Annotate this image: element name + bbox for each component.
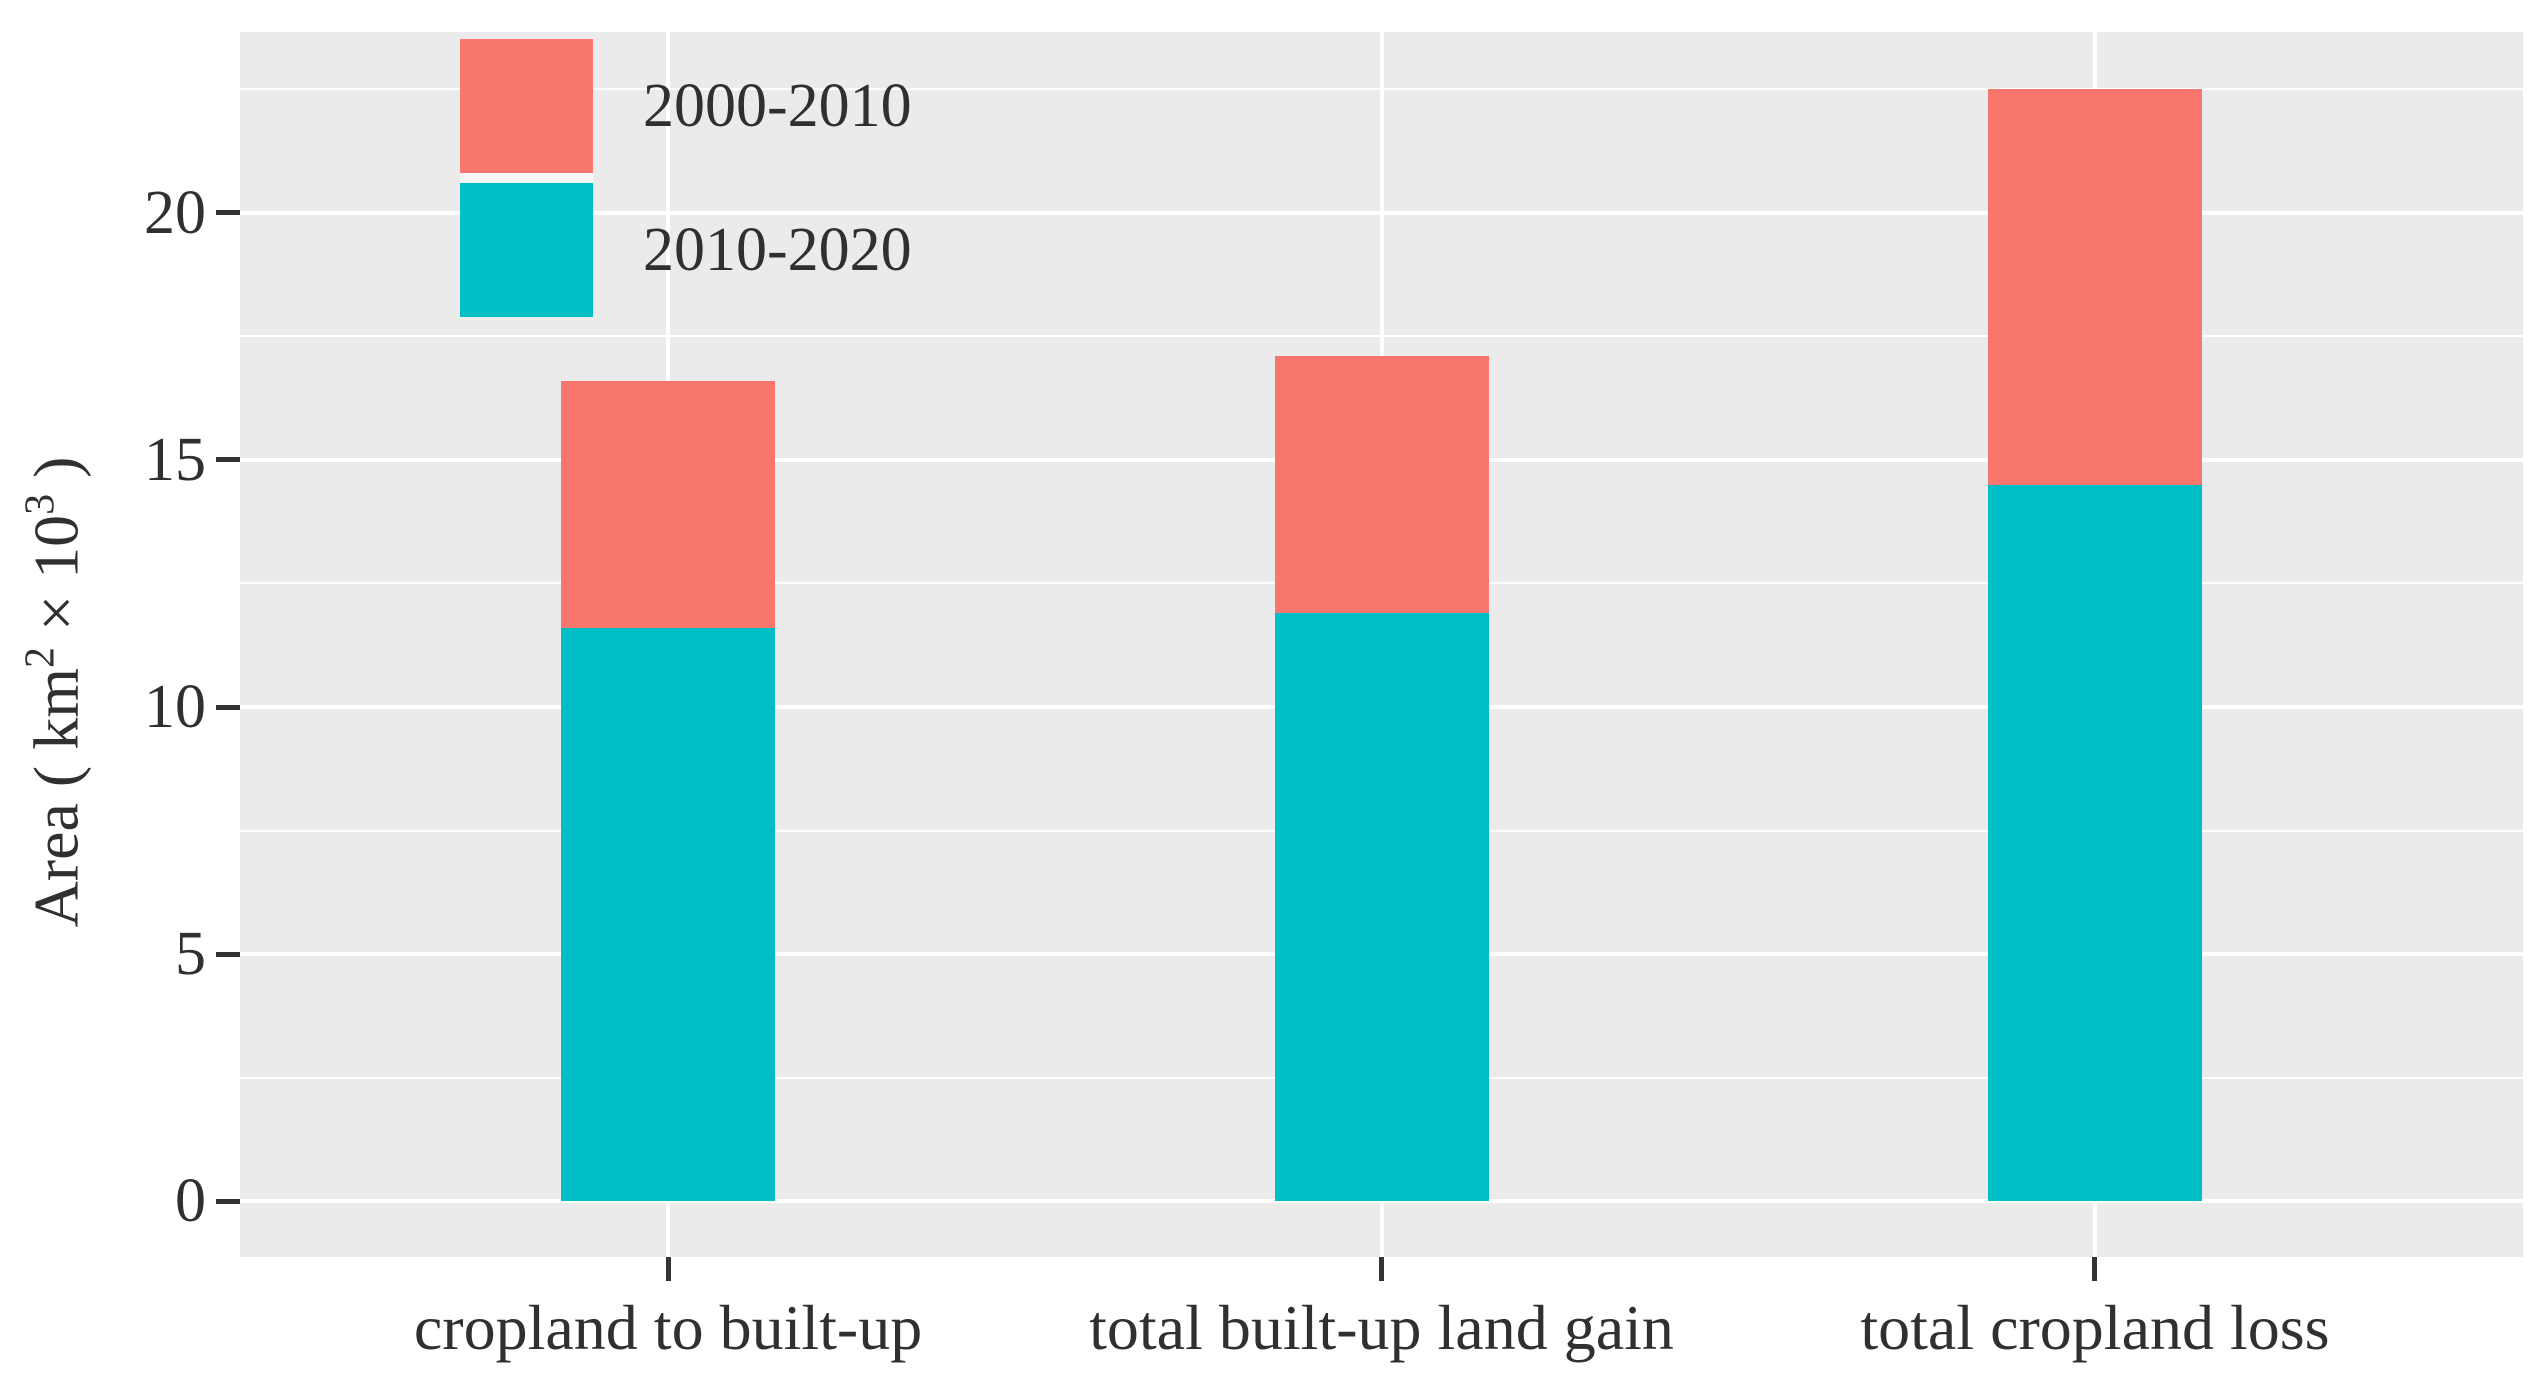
legend-swatch-2010-2020	[460, 183, 593, 317]
legend-label-2010-2020: 2010-2020	[643, 216, 912, 284]
legend: 2000-2010 2010-2020	[460, 39, 1160, 319]
x-tick-mark	[1379, 1257, 1384, 1281]
y-axis-title-mid: × 10	[20, 514, 92, 647]
y-tick-label: 0	[175, 1167, 206, 1236]
y-tick-label: 15	[144, 425, 206, 494]
bar-segment-2010-2020	[1988, 484, 2202, 1202]
x-tick-label: cropland to built-up	[413, 1292, 923, 1363]
y-tick-label: 10	[144, 673, 206, 741]
y-tick-label: 5	[175, 920, 206, 989]
bar-segment-2000-2010	[1275, 356, 1489, 614]
y-axis-title-sup-2: 2	[17, 646, 64, 668]
x-tick-label: total built-up land gain	[1089, 1292, 1674, 1363]
legend-swatch-2000-2010	[460, 39, 593, 173]
y-tick-label: 20	[144, 178, 206, 247]
legend-key-gap	[460, 173, 593, 183]
y-tick-mark	[216, 704, 240, 710]
bar-segment-2000-2010	[561, 380, 775, 628]
y-tick-mark	[216, 457, 240, 463]
x-tick-label: total cropland loss	[1860, 1292, 2330, 1363]
y-tick-mark	[216, 210, 240, 216]
x-tick-mark	[665, 1257, 671, 1281]
bar-segment-2010-2020	[1275, 613, 1489, 1202]
bar-segment-2000-2010	[1988, 89, 2202, 485]
y-tick-mark	[216, 1198, 240, 1204]
x-tick-mark	[2092, 1257, 2098, 1281]
chart-panel	[240, 32, 2523, 1257]
legend-label-2000-2010: 2000-2010	[643, 72, 912, 140]
bar-segment-2010-2020	[561, 627, 775, 1202]
y-tick-mark	[216, 951, 240, 957]
